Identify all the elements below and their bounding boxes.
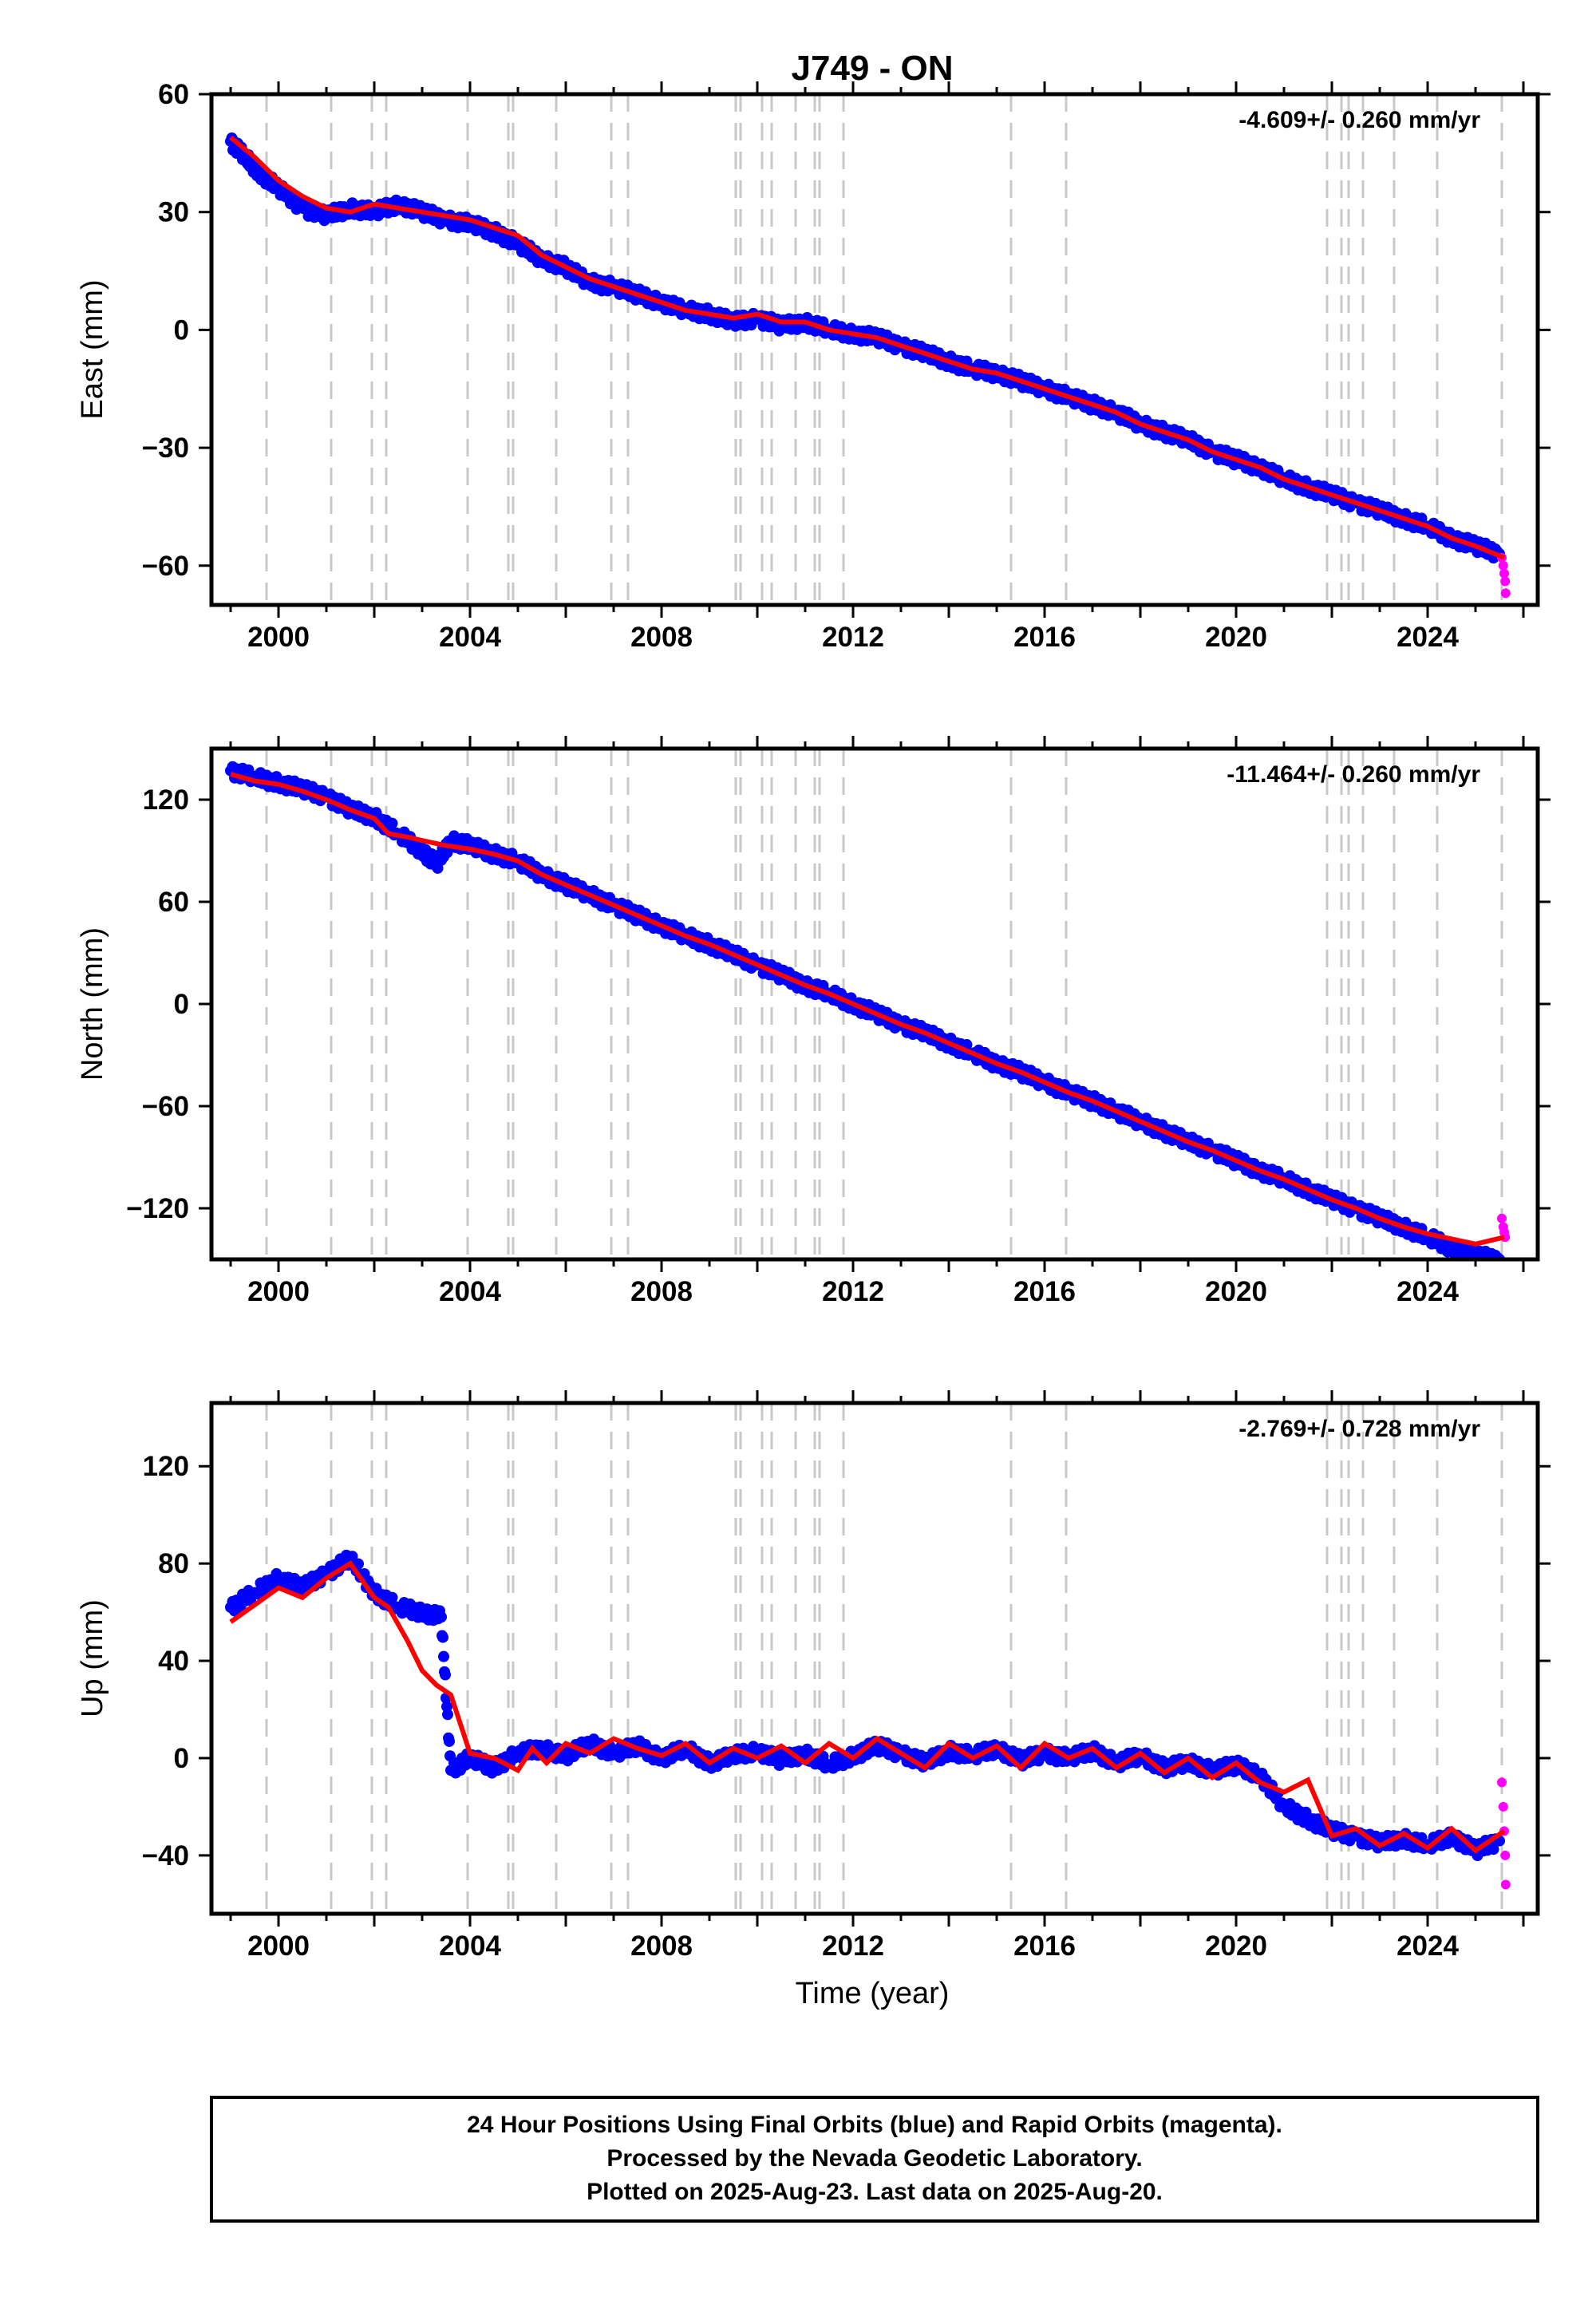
- x-tick-label: 2016: [1013, 1276, 1076, 1307]
- y-tick-label: 40: [158, 1646, 189, 1677]
- plot-frame: [209, 92, 1540, 607]
- y-tick-label: 0: [174, 314, 189, 346]
- x-tick-label: 2012: [822, 1931, 884, 1962]
- rapid-orbits-point: [1498, 1801, 1508, 1812]
- plot-frame: [209, 1401, 1540, 1916]
- y-tick-label: −30: [142, 433, 189, 464]
- final-orbits-point: [1033, 1755, 1045, 1767]
- final-orbits-point: [353, 1558, 364, 1570]
- rapid-orbits-point: [1500, 1879, 1511, 1890]
- footer-line-3: Plotted on 2025-Aug-23. Last data on 202…: [587, 2179, 1163, 2205]
- rapid-orbits-point: [1500, 588, 1511, 599]
- rapid-orbits-point: [1497, 1777, 1507, 1788]
- y-tick-label: −120: [126, 1193, 189, 1224]
- rate-label: -11.464+/- 0.260 mm/yr: [1227, 761, 1480, 788]
- final-orbits-point: [346, 1551, 358, 1563]
- x-tick-label: 2008: [630, 622, 693, 653]
- y-tick-label: 0: [174, 1743, 189, 1774]
- x-tick-label: 2000: [247, 622, 310, 653]
- x-tick-label: 2004: [439, 1276, 501, 1307]
- y-tick-label: 30: [158, 197, 189, 228]
- model-line: [229, 1560, 1506, 1854]
- x-tick-label: 2024: [1396, 622, 1459, 653]
- final-orbits-point: [440, 1669, 451, 1681]
- model-line: [229, 135, 1506, 560]
- y-tick-label: 120: [143, 1451, 189, 1482]
- y-tick-label: 120: [143, 785, 189, 816]
- rapid-orbits-point: [1499, 568, 1509, 579]
- final-orbits-point: [436, 1611, 447, 1623]
- data-points: [225, 1549, 1511, 1890]
- east-panel: 2000 2004 2008 2012 2016 2020 2024 60 30 0 −30 −60 E…: [76, 79, 1551, 653]
- x-tick-label: 2012: [822, 622, 884, 653]
- x-tick-label: 2016: [1013, 622, 1076, 653]
- x-tick-label: 2012: [822, 1276, 884, 1307]
- final-orbits-point: [386, 1591, 398, 1603]
- y-axis-label: East (mm): [76, 279, 109, 419]
- x-tick-label: 2020: [1205, 622, 1267, 653]
- x-tick-label: 2008: [630, 1276, 693, 1307]
- final-orbits-point: [438, 1650, 449, 1662]
- x-tick-label: 2024: [1396, 1931, 1459, 1962]
- equipment-breaks: [265, 749, 1503, 1259]
- x-tick-label: 2020: [1205, 1931, 1267, 1962]
- x-tick-label: 2016: [1013, 1931, 1076, 1962]
- footer-line-2: Processed by the Nevada Geodetic Laborat…: [606, 2145, 1142, 2172]
- y-tick-label: 60: [158, 887, 189, 918]
- x-tick-label: 2000: [247, 1276, 310, 1307]
- final-orbits-point: [441, 847, 453, 859]
- final-orbits-point: [442, 1709, 453, 1721]
- figure-title: J749 - ON: [792, 49, 954, 88]
- rapid-orbits-point: [1500, 1850, 1511, 1860]
- y-tick-label: 80: [158, 1548, 189, 1579]
- x-tick-label: 2024: [1396, 1276, 1459, 1307]
- x-tick-label: 2004: [439, 622, 501, 653]
- x-tick-label: 2004: [439, 1931, 501, 1962]
- x-axis-label: Time (year): [796, 1977, 950, 2010]
- x-tick-label: 2008: [630, 1931, 693, 1962]
- data-points: [225, 132, 1511, 599]
- footer-line-1: 24 Hour Positions Using Final Orbits (bl…: [467, 2112, 1282, 2138]
- y-tick-label: −40: [142, 1840, 189, 1871]
- final-orbits-point: [437, 1631, 448, 1643]
- x-tick-label: 2020: [1205, 1276, 1267, 1307]
- model-line: [230, 772, 1505, 1247]
- x-tick-label: 2000: [247, 1931, 310, 1962]
- final-orbits-point: [444, 1735, 455, 1747]
- rate-label: -4.609+/- 0.260 mm/yr: [1238, 107, 1480, 133]
- y-axis-label: Up (mm): [76, 1599, 109, 1717]
- y-axis-label: North (mm): [76, 927, 109, 1081]
- equipment-breaks: [265, 1403, 1503, 1914]
- rapid-orbits-point: [1497, 1213, 1507, 1223]
- rapid-orbits-point: [1500, 576, 1511, 587]
- footer-box: 24 Hour Positions Using Final Orbits (bl…: [210, 2096, 1539, 2223]
- final-orbits-point: [1487, 1844, 1499, 1856]
- y-tick-label: 60: [158, 79, 189, 110]
- y-tick-label: 0: [174, 989, 189, 1020]
- final-orbits-point: [386, 817, 398, 829]
- north-panel: 2000 2004 2008 2012 2016 2020 2024 120 60 0 −60 −12…: [76, 736, 1551, 1307]
- rapid-orbits-point: [1498, 560, 1508, 571]
- y-tick-label: −60: [142, 551, 189, 582]
- final-orbits-point: [1104, 1749, 1116, 1761]
- y-tick-label: −60: [142, 1091, 189, 1122]
- rate-label: -2.769+/- 0.728 mm/yr: [1238, 1416, 1480, 1442]
- up-panel: 2000 2004 2008 2012 2016 2020 2024 120 80 40 0 −40 U…: [76, 1390, 1551, 1962]
